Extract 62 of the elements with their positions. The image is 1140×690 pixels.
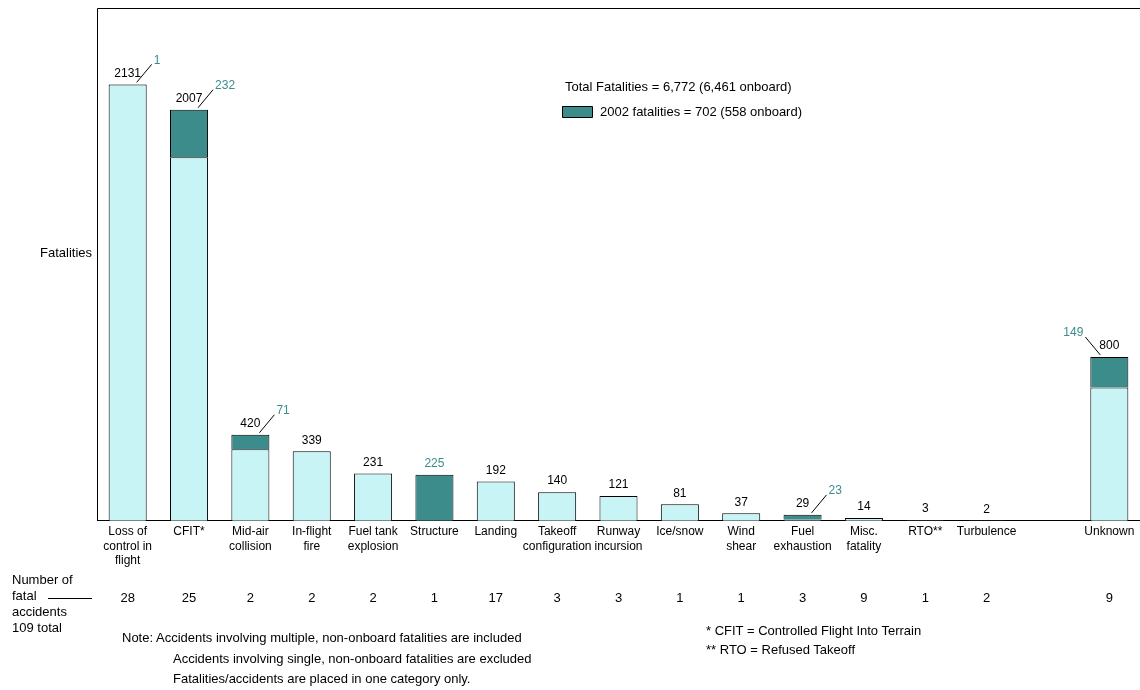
total-label: 2131 — [114, 65, 142, 80]
x-tick-label: Takeoff configuration — [522, 524, 592, 553]
text: 2 — [983, 589, 991, 605]
data-label: 1 — [153, 52, 161, 67]
x-tick-label: In-flight fire — [292, 524, 333, 553]
data-label: 149 — [1063, 325, 1084, 340]
total-label: 231 — [363, 454, 384, 469]
x-tick-label: Ice/snow — [656, 524, 704, 539]
x-tick-label: RTO** — [908, 524, 943, 539]
legend-label: 2002 fatalities = 702 (558 onboard) — [600, 103, 803, 119]
text: 2 — [246, 589, 254, 605]
text: Fatalities/accidents are placed in one category only. — [173, 671, 471, 686]
x-tick-label: Wind shear — [726, 524, 757, 553]
total-label: 3 — [921, 501, 929, 516]
total-label: 2007 — [175, 91, 203, 106]
total-label: 81 — [673, 485, 687, 500]
total-label: 339 — [301, 432, 323, 447]
text: Note: Accidents involving multiple, non-onboard fatalities are included — [122, 630, 522, 645]
text: 1 — [676, 589, 684, 605]
total-label: 29 — [795, 496, 810, 511]
text: 25 — [181, 589, 197, 605]
annotation: Total Fatalities = 6,772 (6,461 onboard) — [565, 79, 792, 94]
text: 3 — [798, 589, 807, 605]
text: Accidents involving single, non-onboard fatalities are excluded — [173, 651, 532, 666]
total-label: 420 — [240, 416, 261, 431]
text: 9 — [1105, 589, 1113, 605]
y-axis-title: Fatalities — [40, 245, 93, 260]
total-label: 2 — [983, 501, 991, 516]
text: 3 — [614, 589, 623, 605]
total-label: 14 — [857, 499, 871, 514]
data-label: 232 — [215, 78, 236, 93]
x-tick-label: Structure — [410, 524, 460, 539]
total-label: 140 — [547, 473, 568, 488]
total-label: 800 — [1099, 338, 1120, 353]
text: 2 — [308, 589, 316, 605]
text: ** RTO = Refused Takeoff — [706, 642, 855, 657]
data-label: 23 — [828, 483, 843, 498]
data-label: 225 — [424, 456, 445, 471]
x-tick-label: Runway incursion — [594, 524, 643, 553]
total-label: 192 — [485, 462, 507, 477]
text: Number of fatal accidents 109 total — [12, 572, 74, 636]
text: 1 — [737, 589, 745, 605]
text: 1 — [921, 589, 929, 605]
text: 17 — [488, 589, 504, 605]
x-tick-label: CFIT* — [173, 524, 206, 539]
text: 3 — [553, 589, 561, 605]
x-tick-label: Fuel exhaustion — [773, 524, 832, 553]
x-tick-label: Turbulence — [956, 524, 1017, 539]
total-label: 37 — [734, 494, 749, 509]
text: 9 — [860, 589, 868, 605]
x-tick-label: Fuel tank explosion — [347, 524, 399, 553]
text: 28 — [120, 589, 135, 605]
text: * CFIT = Controlled Flight Into Terrain — [706, 623, 922, 638]
text: 1 — [430, 589, 439, 605]
x-tick-label: Misc. fatality — [846, 524, 882, 553]
x-tick-label: Unknown — [1084, 524, 1135, 539]
total-label: 121 — [608, 477, 629, 492]
x-tick-label: Loss of control in flight — [103, 524, 153, 568]
data-label: 71 — [276, 403, 291, 418]
x-tick-label: Mid-air collision — [229, 524, 272, 553]
x-tick-label: Landing — [474, 524, 518, 539]
text: 2 — [369, 589, 377, 605]
